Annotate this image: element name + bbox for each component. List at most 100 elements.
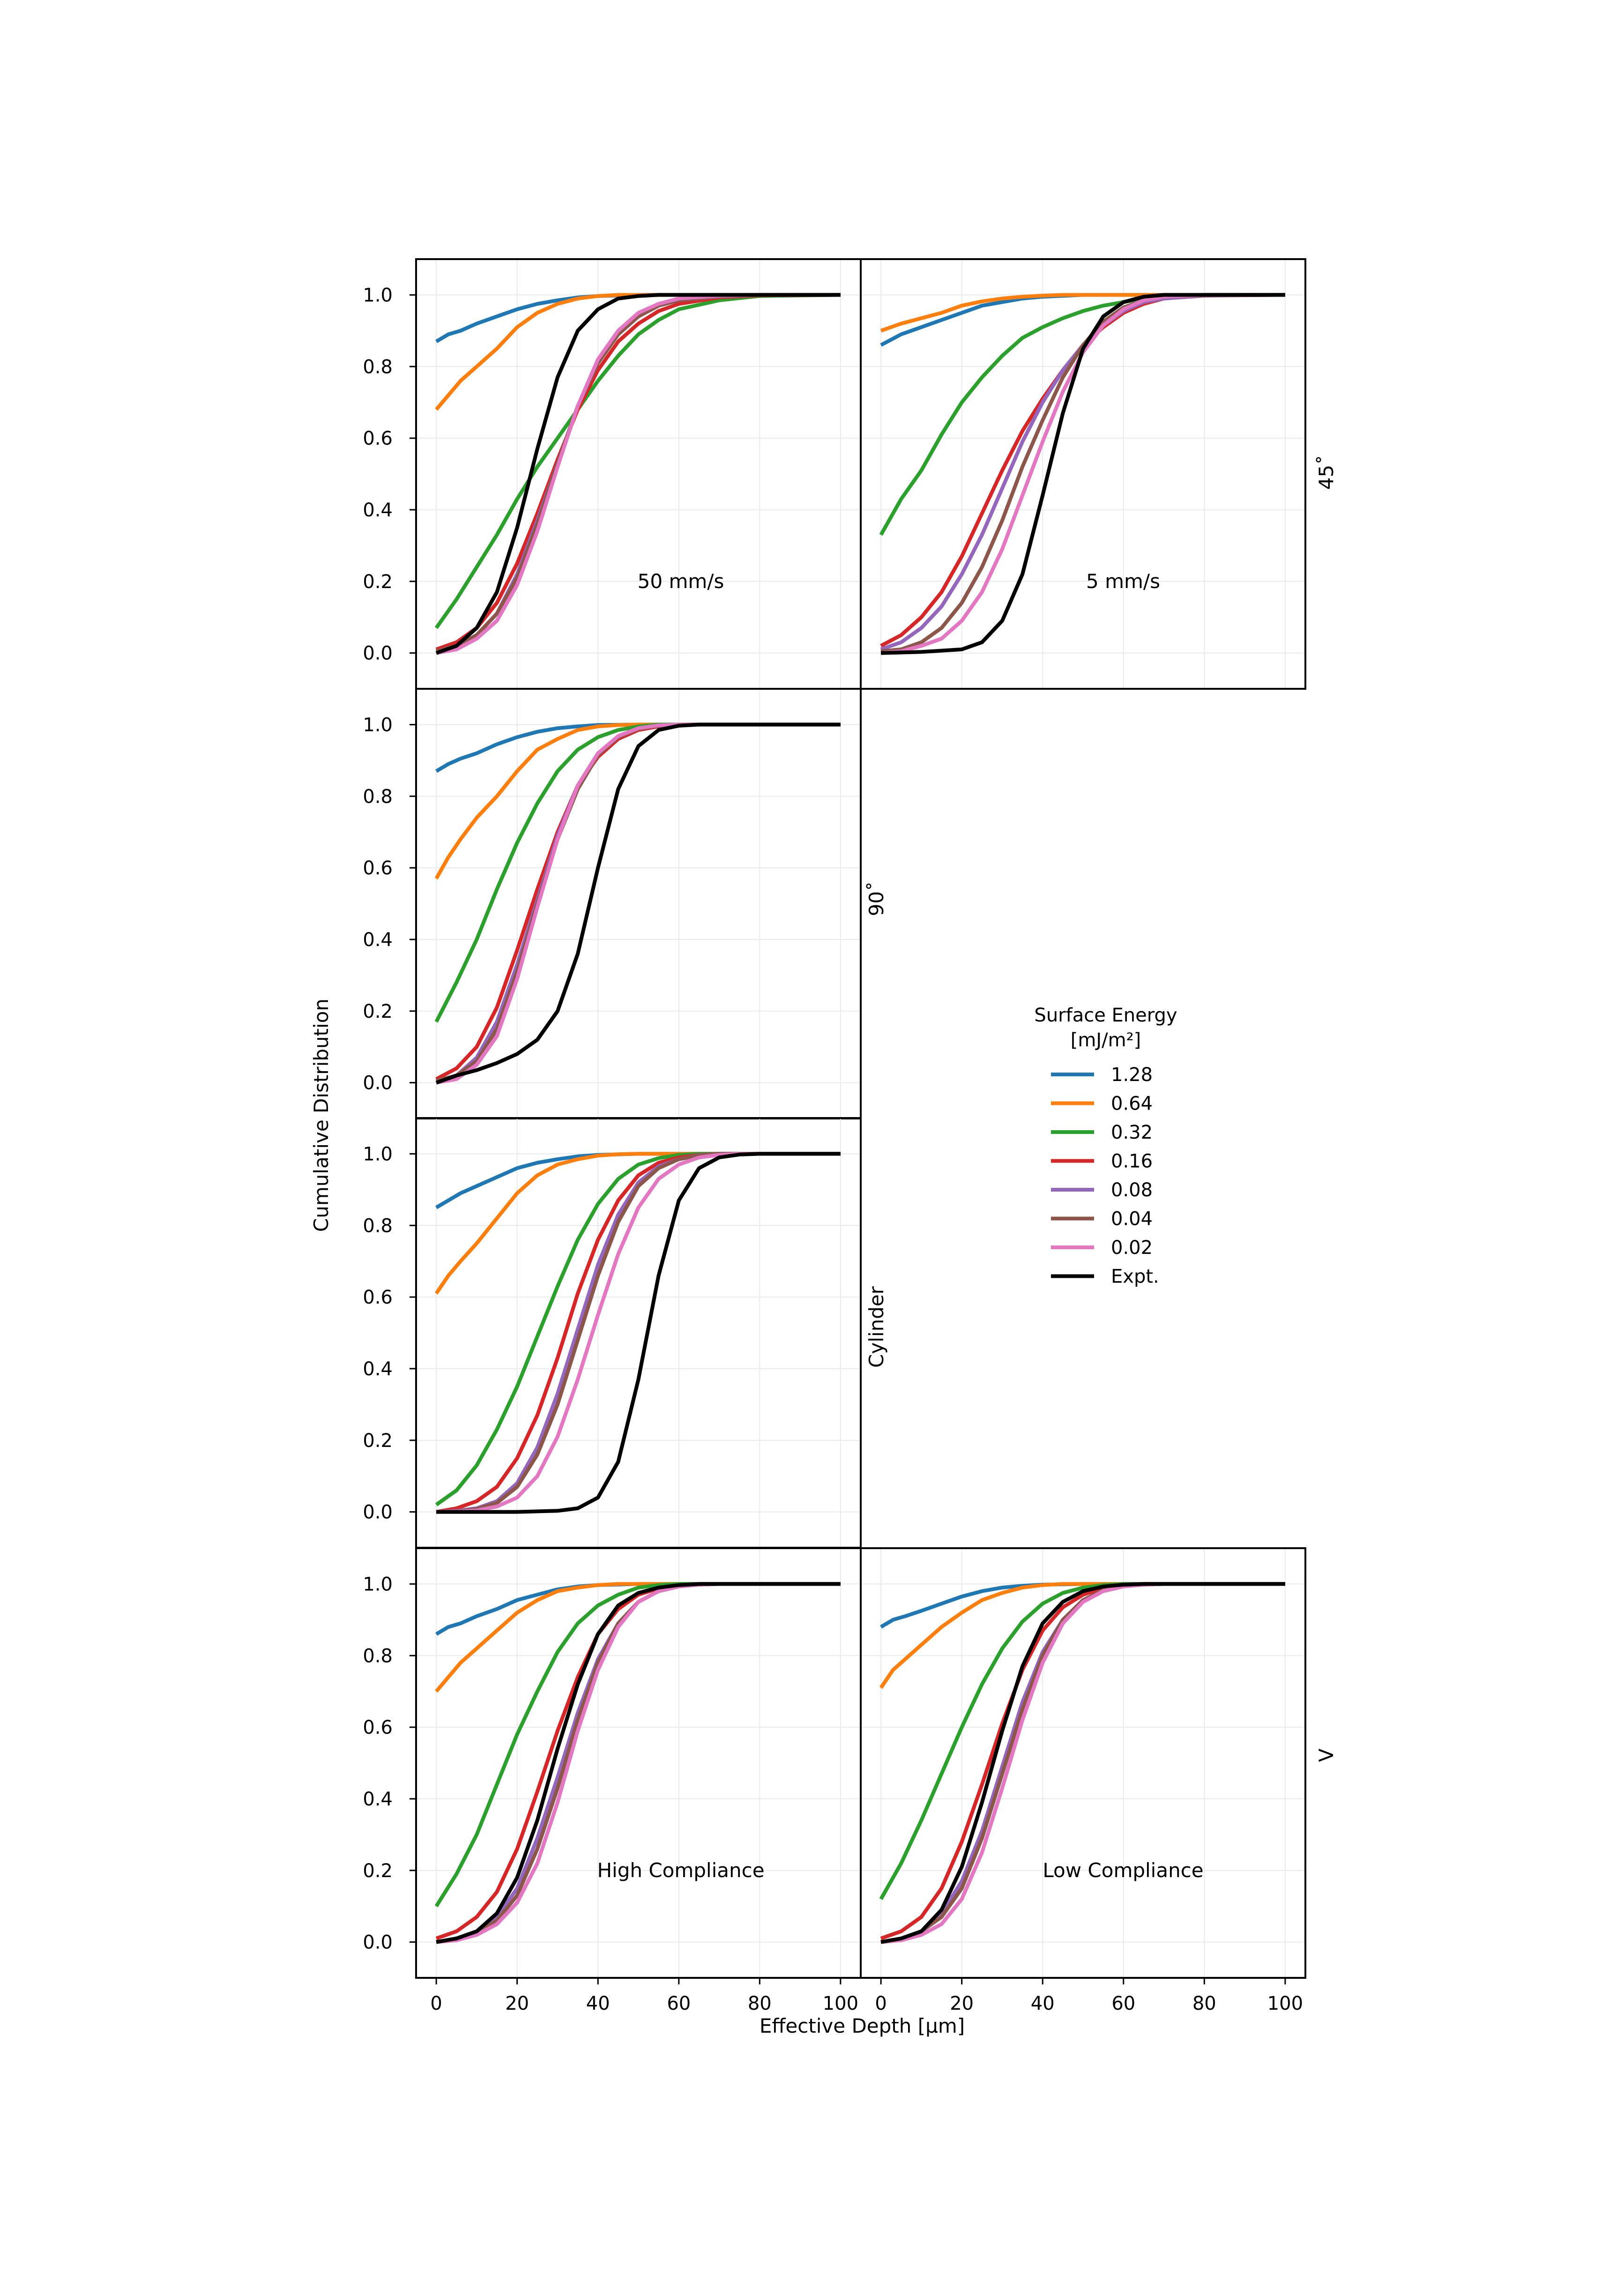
- series-group: [879, 293, 1285, 655]
- y-tick-label: 0.6: [363, 1717, 393, 1738]
- y-tick-label: 0.8: [363, 356, 393, 378]
- x-tick-label: 20: [505, 1993, 529, 2014]
- series-line-0_16: [435, 293, 841, 651]
- legend-label: 0.04: [1111, 1208, 1153, 1230]
- legend-entry-0_04: 0.04: [1051, 1208, 1153, 1230]
- x-tick-label: 40: [1031, 1993, 1055, 2014]
- x-tick-label: 60: [1111, 1993, 1135, 2014]
- y-tick-label: 0.4: [363, 929, 393, 951]
- series-line-0_64: [434, 723, 841, 880]
- series-line-Expt_: [435, 723, 841, 1085]
- series-line-Expt_: [880, 293, 1285, 655]
- y-tick-label: 0.2: [363, 571, 393, 593]
- series-line-0_02: [436, 293, 841, 655]
- series-group: [434, 293, 841, 655]
- y-tick-label: 0.0: [363, 1932, 393, 1953]
- legend-label: 0.16: [1111, 1151, 1153, 1172]
- series-line-0_64: [880, 293, 1285, 333]
- panel-r3-c1: 0 20 40 60 80 100 Low Compliance: [860, 1547, 1306, 2014]
- x-tick-label: 40: [586, 1993, 610, 2014]
- series-line-0_04: [436, 1152, 841, 1514]
- panel-r2-c0: 0.0 0.2 0.4 0.6 0.8 1.0: [363, 1117, 862, 1549]
- x-tick-label: 0: [430, 1993, 442, 2014]
- row-label-45: 45˚: [1315, 455, 1338, 490]
- x-tick-label: 80: [748, 1993, 772, 2014]
- x-axis-title: Effective Depth [μm]: [760, 2014, 965, 2037]
- legend-entry-1_28: 1.28: [1051, 1064, 1153, 1086]
- y-tick-label: 0.6: [363, 1287, 393, 1308]
- series-line-0_64: [435, 293, 841, 411]
- y-tick-label: 0.6: [363, 428, 393, 449]
- series-line-0_32: [435, 1152, 841, 1506]
- row-labels: 45˚ 90˚ Cylinder V: [865, 455, 1338, 1762]
- legend-label: 0.64: [1111, 1093, 1153, 1115]
- y-tick-label: 0.2: [363, 1430, 393, 1452]
- series-line-Expt_: [436, 1582, 841, 1944]
- series-line-0_64: [435, 1582, 841, 1693]
- y-tick-label: 0.0: [363, 1073, 393, 1094]
- legend-entry-0_32: 0.32: [1051, 1122, 1153, 1143]
- series-line-Expt_: [880, 1582, 1285, 1944]
- panel-annotation: High Compliance: [597, 1859, 764, 1882]
- series-line-0_64: [434, 1152, 841, 1295]
- y-tick-label: 0.8: [363, 1645, 393, 1667]
- grid: [416, 1548, 861, 1978]
- legend-entry-0_16: 0.16: [1051, 1151, 1153, 1172]
- panel-annotation: 5 mm/s: [1086, 570, 1160, 593]
- panel-annotation: 50 mm/s: [638, 570, 724, 593]
- legend-title-line1: Surface Energy: [1034, 1005, 1177, 1026]
- legend-entry-0_02: 0.02: [1051, 1237, 1153, 1259]
- series-line-0_02: [436, 1152, 841, 1514]
- legend-label: 0.02: [1111, 1237, 1153, 1259]
- series-group: [434, 1152, 841, 1514]
- y-tick-label: 0.2: [363, 1860, 393, 1882]
- y-tick-label: 0.0: [363, 643, 393, 664]
- series-line-Expt_: [436, 1152, 841, 1514]
- legend-label: 1.28: [1111, 1064, 1153, 1086]
- y-tick-label: 0.2: [363, 1001, 393, 1022]
- series-line-0_02: [880, 293, 1285, 655]
- series-group: [434, 1582, 841, 1944]
- x-tick-label: 60: [667, 1993, 691, 2014]
- y-tick-label: 0.4: [363, 1358, 393, 1380]
- series-line-0_02: [436, 723, 841, 1085]
- series-line-0_64: [879, 1582, 1285, 1689]
- grid: [416, 1118, 861, 1548]
- legend-entry-Expt_: Expt.: [1051, 1266, 1159, 1288]
- legend-label: 0.32: [1111, 1122, 1153, 1143]
- legend-title-line2: [mJ/m²]: [1071, 1029, 1141, 1051]
- legend-entries: 1.28 0.64 0.32 0.16 0.08 0.04 0.02 Expt.: [1051, 1064, 1159, 1288]
- series-line-0_32: [434, 293, 841, 629]
- y-axis-title: Cumulative Distribution: [310, 999, 333, 1232]
- legend: Surface Energy [mJ/m²] 1.28 0.64 0.32 0.16 0…: [1034, 1005, 1177, 1288]
- series-group: [434, 723, 841, 1085]
- panel-r3-c0: 0.0 0.2 0.4 0.6 0.8 1.0 0 20 40 60 80 100 High Compl…: [363, 1547, 862, 2014]
- y-tick-label: 0.4: [363, 500, 393, 521]
- row-label-90: 90˚: [865, 881, 888, 916]
- legend-entry-0_64: 0.64: [1051, 1093, 1153, 1115]
- y-tick-label: 0.4: [363, 1789, 393, 1810]
- grid: [861, 1548, 1305, 1978]
- panel-r0-c1: 5 mm/s: [860, 258, 1306, 690]
- y-tick-label: 0.6: [363, 857, 393, 879]
- legend-label: 0.08: [1111, 1179, 1153, 1201]
- series-line-Expt_: [435, 293, 841, 655]
- legend-label: Expt.: [1111, 1266, 1159, 1288]
- row-label-v: V: [1315, 1748, 1338, 1762]
- y-tick-label: 0.8: [363, 1215, 393, 1237]
- x-tick-label: 20: [950, 1993, 974, 2014]
- x-tick-label: 100: [1267, 1993, 1303, 2014]
- panel-frame: [860, 258, 1306, 690]
- grid: [416, 259, 861, 689]
- x-tick-label: 0: [875, 1993, 886, 2014]
- x-tick-label: 80: [1192, 1993, 1216, 2014]
- series-line-0_32: [434, 1582, 841, 1908]
- y-tick-label: 1.0: [363, 1573, 393, 1595]
- y-tick-label: 1.0: [363, 714, 393, 736]
- y-tick-label: 1.0: [363, 1143, 393, 1165]
- y-tick-label: 0.0: [363, 1502, 393, 1523]
- panel-frame: [860, 1547, 1306, 1979]
- panel-annotation: Low Compliance: [1043, 1859, 1203, 1882]
